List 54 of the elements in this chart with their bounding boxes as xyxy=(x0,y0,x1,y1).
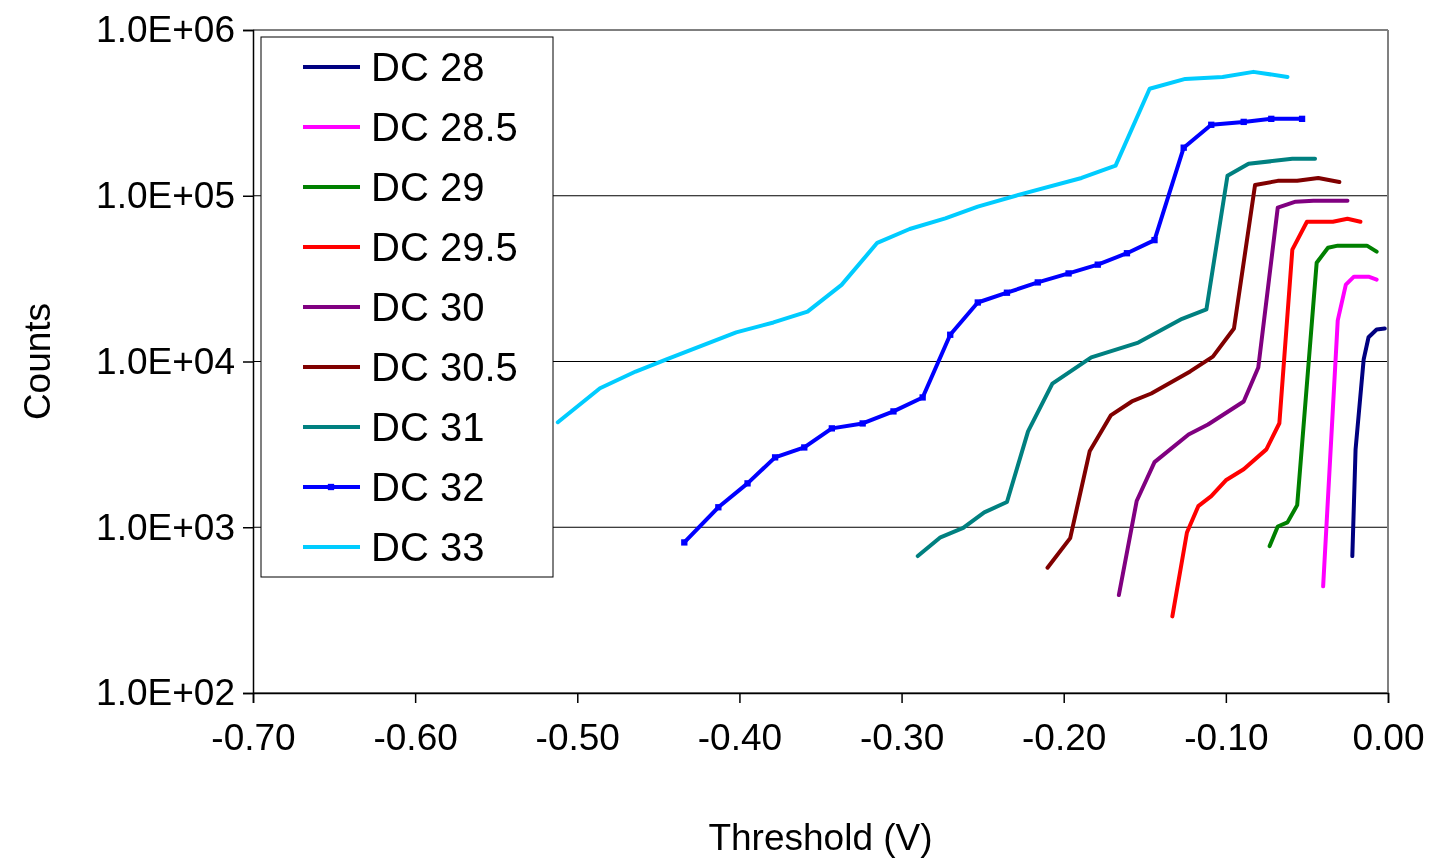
point xyxy=(744,480,751,487)
line-series xyxy=(1350,326,1387,559)
point xyxy=(1180,144,1187,151)
point xyxy=(1268,115,1275,123)
point xyxy=(1094,261,1101,268)
point xyxy=(1003,289,1011,296)
y-tick-label: 1.0E+04 xyxy=(96,340,235,382)
point xyxy=(771,454,779,461)
point xyxy=(801,444,808,451)
x-tick-label: -0.10 xyxy=(1184,717,1269,759)
point xyxy=(890,408,897,415)
x-tick-label: -0.20 xyxy=(1022,717,1107,759)
line-series xyxy=(1267,243,1379,549)
line-series xyxy=(1170,216,1363,619)
point xyxy=(859,420,866,427)
point xyxy=(919,394,926,401)
line-series xyxy=(555,69,1290,425)
legend-label: DC 29.5 xyxy=(371,225,518,269)
point xyxy=(1151,236,1158,244)
point xyxy=(974,299,981,306)
point xyxy=(1123,250,1131,257)
point xyxy=(1208,121,1215,128)
y-tick-label: 1.0E+06 xyxy=(96,9,235,51)
y-axis-title: Counts xyxy=(17,302,58,421)
line-series xyxy=(1321,274,1379,589)
y-tick-label: 1.0E+05 xyxy=(96,175,235,217)
legend-label: DC 28 xyxy=(371,45,485,89)
x-axis-title: Threshold (V) xyxy=(708,817,933,858)
point xyxy=(681,539,688,546)
x-tick-label: -0.30 xyxy=(859,717,945,759)
line-series xyxy=(915,156,1318,559)
x-tick-label: -0.60 xyxy=(373,717,458,759)
x-tick-label: -0.40 xyxy=(697,717,783,759)
point xyxy=(828,425,836,432)
legend-label: DC 30.5 xyxy=(371,345,518,389)
point xyxy=(1065,270,1072,277)
x-tick-label: -0.50 xyxy=(535,717,620,759)
line-series xyxy=(1116,198,1350,598)
legend-label: DC 30 xyxy=(371,285,485,329)
legend-label: DC 31 xyxy=(371,405,485,449)
point xyxy=(715,504,722,511)
line-series xyxy=(1045,175,1342,570)
y-tick-label: 1.0E+03 xyxy=(96,506,235,548)
x-tick-label: -0.70 xyxy=(211,717,296,759)
point xyxy=(1240,118,1247,126)
x-tick-label: 0.00 xyxy=(1352,717,1425,759)
legend-label: DC 32 xyxy=(371,465,485,509)
point xyxy=(1034,279,1041,286)
y-tick-label: 1.0E+02 xyxy=(96,672,235,714)
legend-label: DC 29 xyxy=(371,165,485,209)
legend-label: DC 28.5 xyxy=(371,105,518,149)
point xyxy=(1298,115,1306,123)
legend-label: DC 33 xyxy=(371,525,485,569)
point xyxy=(947,331,954,338)
